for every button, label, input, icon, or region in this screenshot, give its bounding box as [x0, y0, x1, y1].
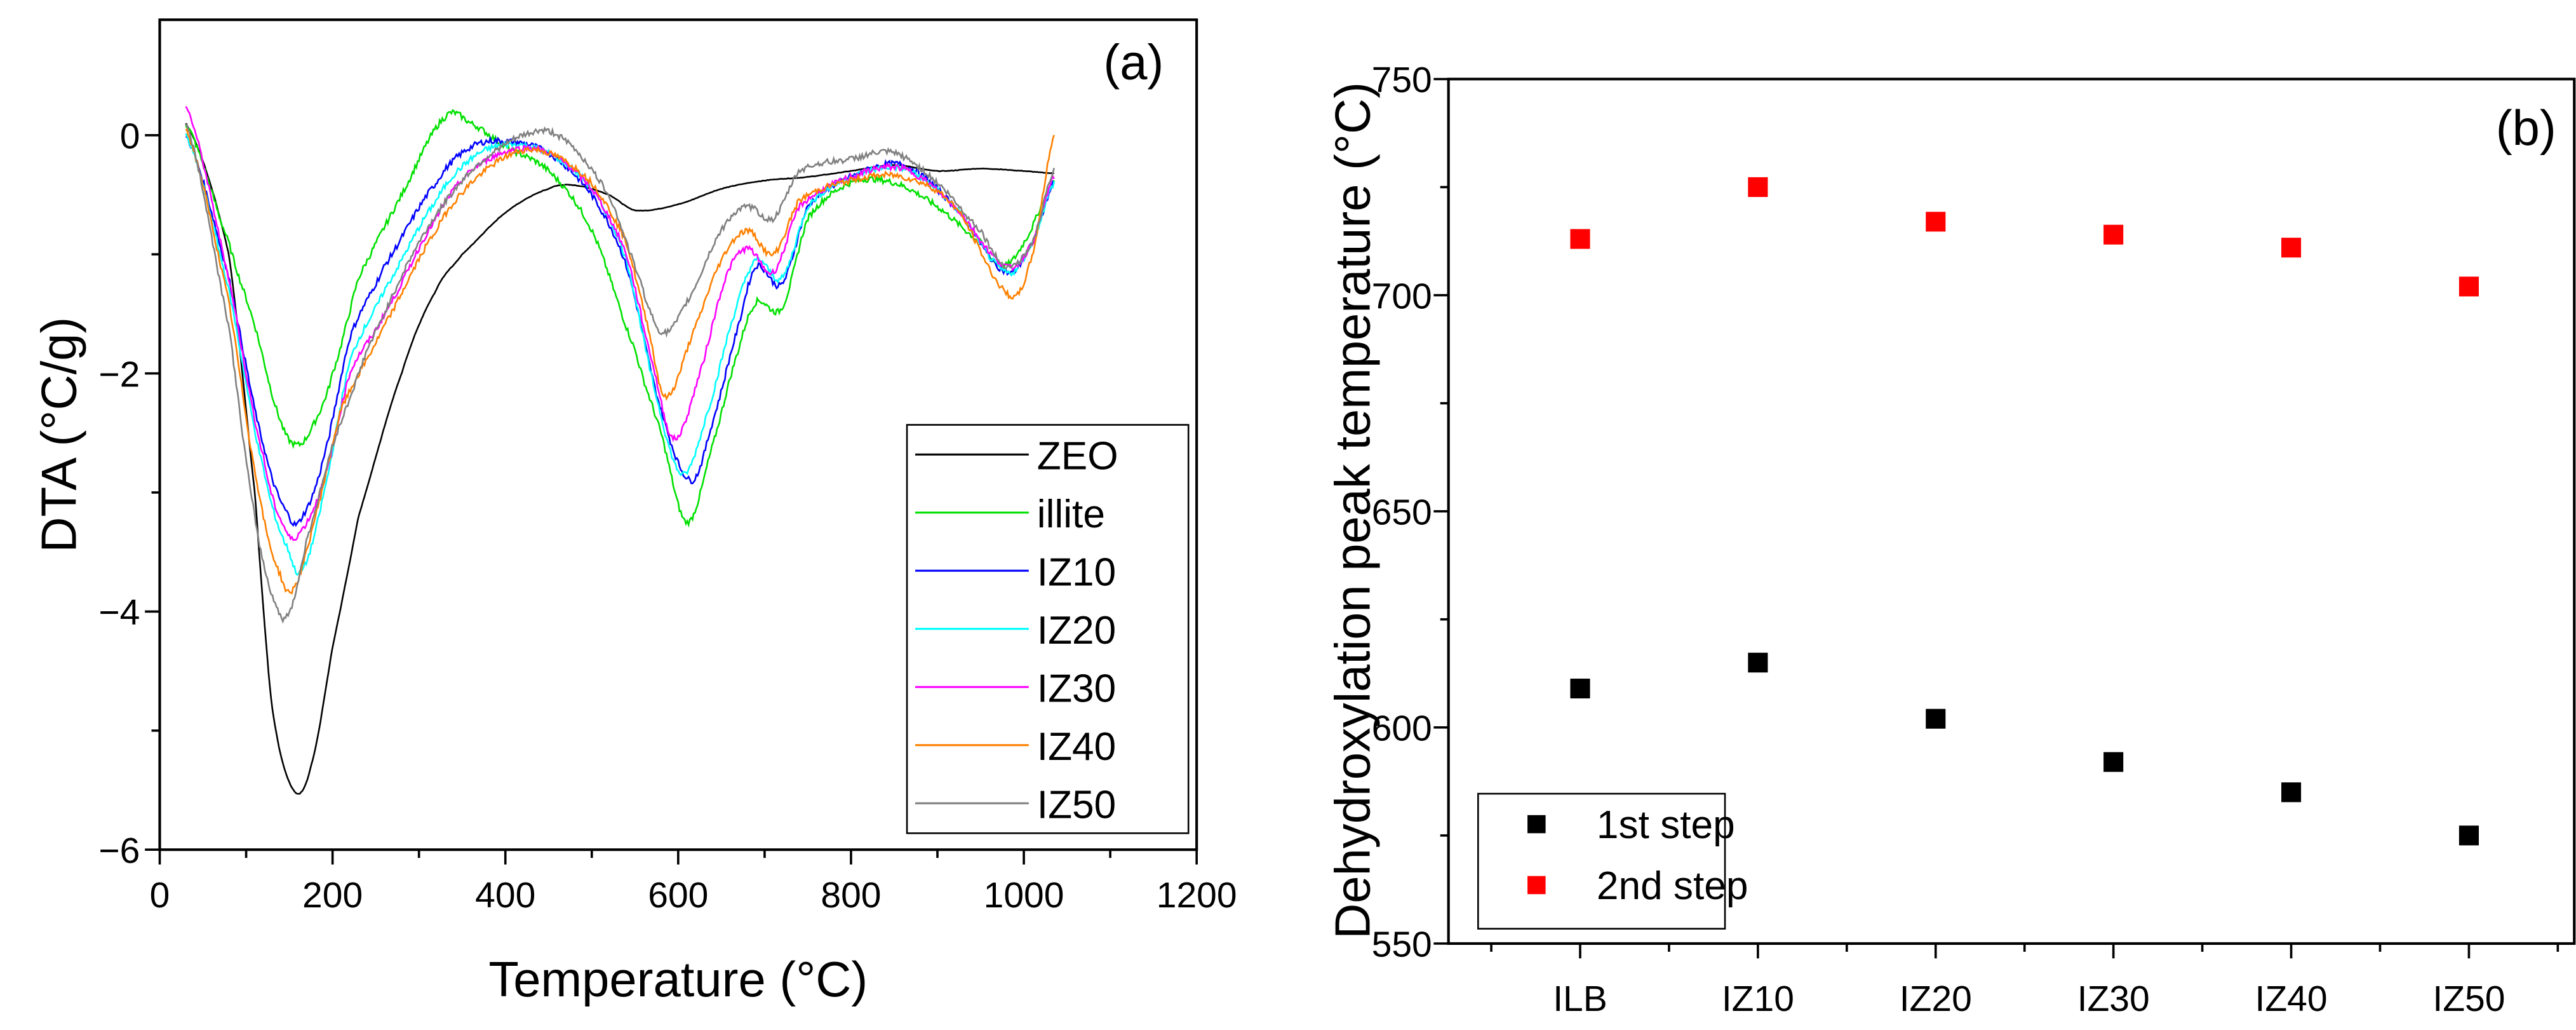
x-tick-label: 1200 [1157, 875, 1237, 916]
legend-label: illite [1037, 492, 1105, 536]
y-tick-label: 650 [1372, 492, 1432, 532]
marker-2nd-step-iz50 [2459, 276, 2479, 297]
curve-zeo [185, 123, 1054, 795]
legend-label: 2nd step [1597, 864, 1748, 908]
legend-label: IZ10 [1037, 551, 1116, 595]
panel-a-y-axis-title: DTA (°C/g) [32, 317, 86, 553]
legend-label: IZ20 [1037, 609, 1116, 653]
legend-swatch-1st-step [1527, 815, 1546, 834]
x-category-label: IZ30 [2077, 979, 2150, 1019]
marker-1st-step-iz50 [2459, 825, 2479, 846]
curve-iz10 [185, 135, 1055, 527]
marker-1st-step-iz30 [2103, 752, 2124, 772]
x-tick-label: 800 [821, 875, 881, 916]
x-category-label: ILB [1553, 979, 1607, 1019]
marker-2nd-step-ilb [1570, 229, 1590, 249]
panel-b-y-axis-title: Dehydroxylation peak temperature (°C) [1325, 82, 1380, 939]
y-tick-label: 550 [1372, 925, 1432, 965]
legend-label: 1st step [1597, 803, 1735, 847]
marker-1st-step-ilb [1570, 679, 1590, 699]
curve-iz50 [185, 122, 1056, 624]
x-category-label: IZ20 [1900, 979, 1972, 1019]
y-tick-label: −2 [98, 354, 140, 395]
x-tick-label: 200 [302, 875, 363, 916]
panel-a-label: (a) [1103, 35, 1164, 90]
marker-2nd-step-iz30 [2103, 224, 2124, 245]
legend-label: IZ30 [1037, 667, 1116, 711]
legend-label: ZEO [1037, 435, 1118, 478]
marker-2nd-step-iz20 [1926, 212, 1946, 232]
marker-1st-step-iz20 [1926, 708, 1946, 729]
panel-b-label: (b) [2496, 101, 2556, 156]
curve-illite [185, 109, 1055, 528]
y-tick-label: 600 [1372, 708, 1432, 749]
panel-b-peak-temperature-chart: ILB IZ10 IZ20 IZ30 IZ40 IZ50 550 600 650 700 750 (… [1325, 60, 2576, 1019]
panel-a-x-axis-title: Temperature (°C) [488, 952, 868, 1007]
marker-1st-step-iz40 [2281, 782, 2302, 803]
legend-label: IZ40 [1037, 725, 1116, 769]
panel-a-legend: ZEO illite IZ10 IZ20 IZ30 IZ40 IZ50 [906, 424, 1190, 834]
marker-2nd-step-iz10 [1748, 177, 1768, 198]
dta-curves [185, 105, 1056, 795]
y-tick-label: 750 [1372, 60, 1432, 100]
y-tick-label: 0 [120, 116, 140, 157]
x-category-label: IZ10 [1722, 979, 1794, 1019]
legend-label: IZ50 [1037, 783, 1116, 827]
legend-frame [1477, 792, 1726, 930]
x-tick-label: 600 [648, 875, 708, 916]
y-tick-label: −6 [98, 830, 140, 871]
x-tick-label: 0 [150, 875, 170, 916]
y-tick-label: −4 [98, 592, 140, 633]
legend-swatch-2nd-step [1527, 876, 1546, 895]
panel-a-ticks: 0 200 400 600 800 1000 1200 −6 −4 −2 0 [98, 116, 1237, 916]
panel-a-dta-chart: 0 200 400 600 800 1000 1200 −6 −4 −2 0 (a) Tempera… [32, 18, 1237, 1007]
marker-1st-step-iz10 [1748, 653, 1768, 673]
x-tick-label: 400 [475, 875, 535, 916]
peak-markers [1570, 177, 2479, 846]
panel-b-ticks: ILB IZ10 IZ20 IZ30 IZ40 IZ50 550 600 650 700 750 [1372, 60, 2559, 1019]
x-category-label: IZ40 [2255, 979, 2328, 1019]
y-tick-label: 700 [1372, 276, 1432, 316]
marker-2nd-step-iz40 [2281, 238, 2302, 258]
panel-b-legend: 1st step 2nd step [1477, 792, 1748, 930]
x-tick-label: 1000 [984, 875, 1064, 916]
x-category-label: IZ50 [2432, 979, 2505, 1019]
